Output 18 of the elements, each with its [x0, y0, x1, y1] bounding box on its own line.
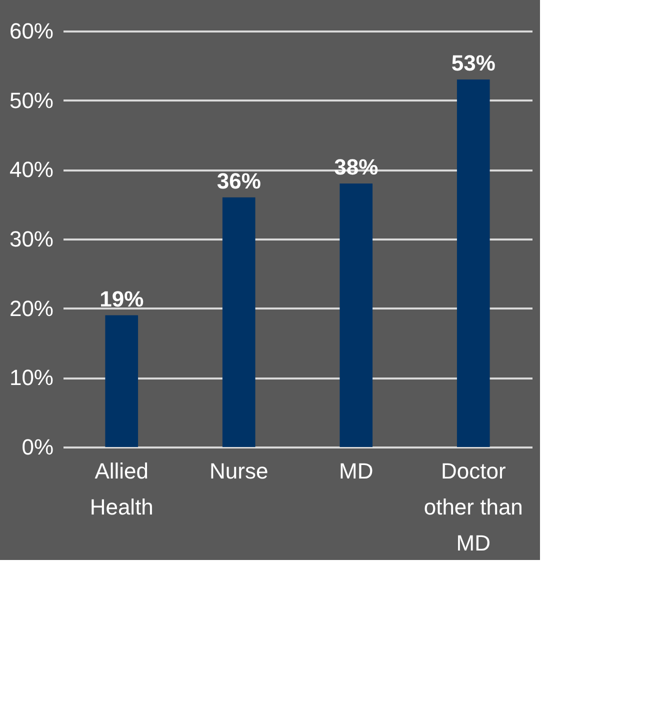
data-label: 19%: [100, 286, 144, 312]
y-tick-label: 20%: [9, 296, 54, 321]
y-tick-label: 50%: [9, 88, 54, 113]
bar: [105, 315, 138, 447]
y-tick-label: 30%: [9, 226, 54, 252]
x-tick-label: Allied Health: [90, 458, 154, 520]
data-label: 36%: [216, 168, 261, 194]
bar: [222, 197, 256, 447]
bar: [456, 80, 490, 447]
x-tick-label: Doctor other than MD: [424, 458, 523, 556]
y-tick-label: 40%: [9, 157, 54, 182]
bar: [340, 184, 373, 447]
x-tick-label: MD: [339, 458, 374, 484]
data-label: 53%: [451, 50, 496, 76]
y-tick-label: 0%: [22, 434, 54, 460]
y-tick-label: 10%: [9, 365, 54, 390]
x-tick-label: Nurse: [210, 458, 268, 484]
y-tick-label: 60%: [9, 18, 54, 44]
